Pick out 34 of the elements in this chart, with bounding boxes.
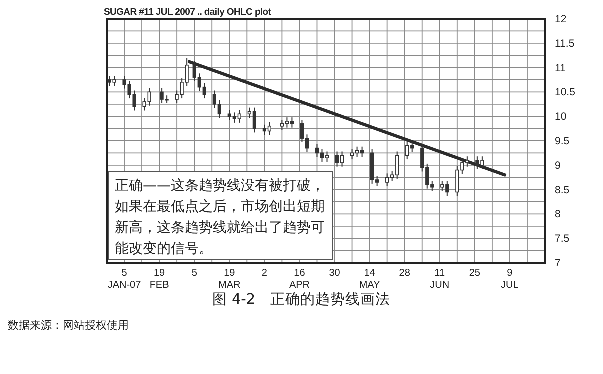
x-tick-label: 5	[192, 268, 198, 279]
x-tick-label: 19	[224, 268, 236, 279]
y-tick-label: 7.5	[555, 233, 570, 246]
y-tick-label: 12	[555, 14, 567, 26]
y-tick-label: 9	[555, 160, 561, 172]
text: MAY	[358, 280, 382, 291]
y-tick-label: 8.5	[555, 184, 570, 196]
text: JUN	[429, 280, 451, 291]
x-tick-label: 28	[399, 268, 411, 279]
y-tick-label: 11.5	[555, 38, 575, 50]
text: MAR	[218, 280, 242, 291]
x-tick-label: 14	[364, 268, 376, 279]
x-tick-label: 16	[294, 268, 306, 279]
annotation: 正确——这条趋势线没有被打破，如果在最低点之后，市场创出短期新高，这条趋势线就给出了趋势可能改变的信号。	[108, 171, 333, 260]
y-tick-label: 11	[555, 62, 566, 74]
text: APR	[288, 280, 311, 291]
y-tick-label: 10.5	[555, 86, 576, 99]
source-note: 数据来源：网站授权使用	[8, 318, 129, 333]
x-tick-label: 25	[469, 268, 481, 279]
y-tick-label: 10	[555, 111, 567, 124]
text: JAN-07	[108, 280, 142, 291]
y-tick-label: 8	[555, 208, 561, 221]
caption: 图 4-2 正确的趋势线画法	[211, 291, 392, 309]
text: FEB	[150, 280, 170, 291]
text: JUL	[500, 280, 520, 291]
y-tick-label: 7	[555, 258, 561, 270]
x-tick-label: 30	[329, 268, 341, 279]
y-tick-label: 9.5	[555, 136, 570, 148]
x-tick-label: 19	[154, 268, 166, 279]
chart-title: SUGAR #11 JUL 2007 .. daily OHLC plot	[104, 7, 272, 18]
x-tick-label: 11	[434, 268, 446, 279]
x-tick-label: 9	[507, 268, 514, 279]
x-tick-label: 2	[262, 268, 268, 279]
x-tick-label: 5	[122, 268, 128, 279]
